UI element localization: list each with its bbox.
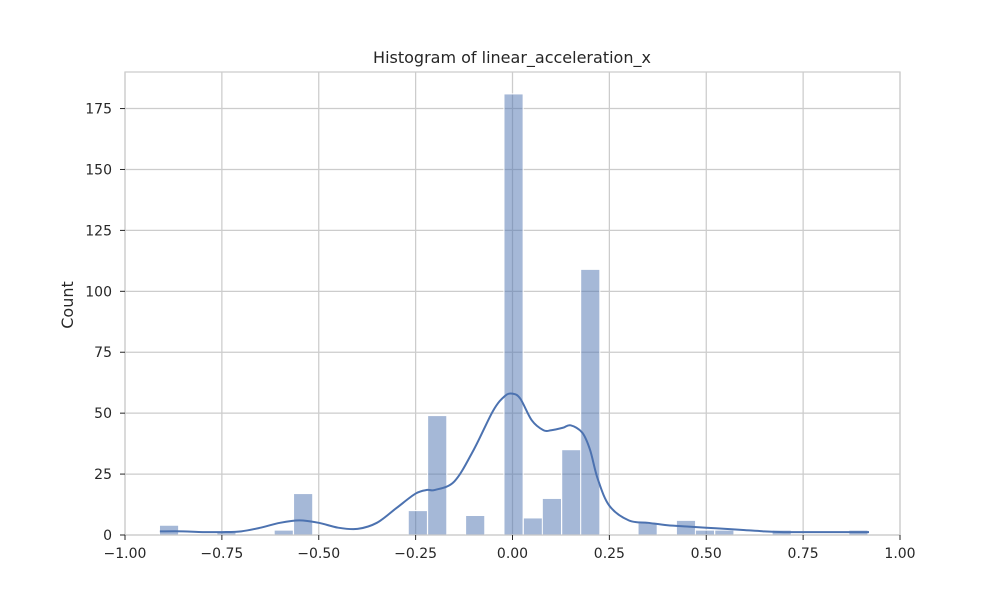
kde-curve <box>159 392 869 534</box>
x-tick-label: 0.50 <box>691 546 722 562</box>
x-tick-label: 0.25 <box>594 546 625 562</box>
x-tick-label: −1.00 <box>104 546 147 562</box>
x-tick-label: 0.75 <box>788 546 819 562</box>
y-tick-label: 50 <box>94 406 112 422</box>
y-tick-label: 125 <box>85 223 112 239</box>
x-tick-label: 0.00 <box>497 546 528 562</box>
y-tick-label: 100 <box>85 284 112 300</box>
histogram-bar <box>522 517 543 536</box>
y-tick-label: 25 <box>94 467 112 483</box>
y-tick-label: 175 <box>85 102 112 118</box>
x-axis-ticks: −1.00 −0.75 −0.50 −0.25 0.00 0.25 0.50 0.75 1.00 <box>104 535 916 562</box>
kde-curve-layer <box>159 392 869 534</box>
histogram-bar <box>580 268 601 536</box>
histogram-bar <box>561 449 582 536</box>
histogram-bar <box>503 93 524 536</box>
y-axis-label: Count <box>58 281 77 329</box>
y-axis-ticks: 0 25 50 75 100 125 150 175 <box>85 102 125 544</box>
x-tick-label: 1.00 <box>884 546 915 562</box>
histogram-bar <box>293 493 314 536</box>
y-tick-label: 0 <box>103 528 112 544</box>
y-tick-label: 75 <box>94 345 112 361</box>
x-tick-label: −0.75 <box>200 546 243 562</box>
histogram-bar <box>273 529 294 536</box>
x-tick-label: −0.25 <box>394 546 437 562</box>
y-tick-label: 150 <box>85 162 112 178</box>
histogram-bar <box>694 529 716 536</box>
histogram-bar <box>407 510 428 536</box>
histogram-bar <box>541 497 562 536</box>
histogram-bar <box>465 515 486 536</box>
x-tick-label: −0.50 <box>297 546 340 562</box>
histogram-bar <box>427 415 448 536</box>
chart-title: Histogram of linear_acceleration_x <box>373 48 651 68</box>
histogram-bar <box>158 524 180 536</box>
histogram-bar <box>714 529 735 536</box>
